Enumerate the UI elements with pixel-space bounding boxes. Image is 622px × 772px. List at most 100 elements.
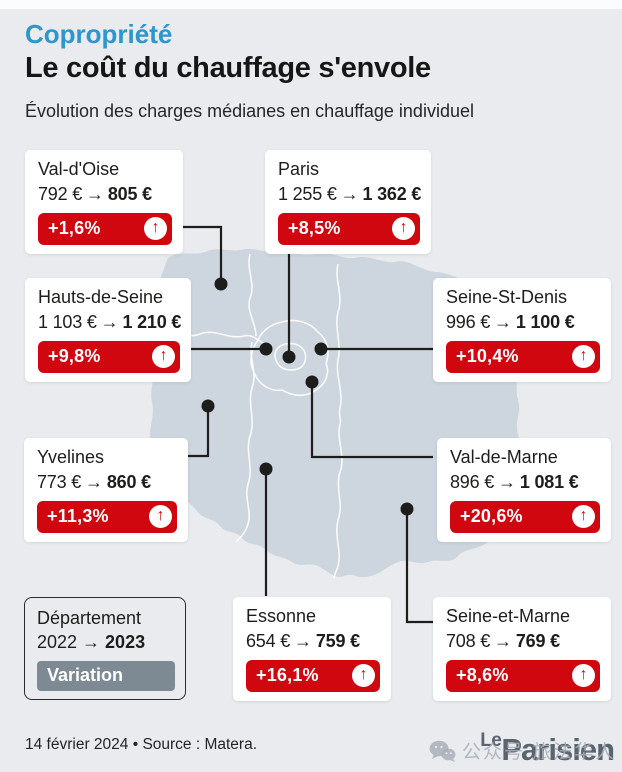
variation-badge: +10,4% ↑ (446, 340, 600, 373)
department-callout-seine-et-marne: Seine-et-Marne 708 € → 769 € +8,6% ↑ (433, 597, 611, 701)
department-name: Hauts-de-Seine (38, 287, 164, 307)
logo-parisien: Parisien (501, 732, 615, 767)
date-and-source: 14 février 2024 • Source : Matera. (25, 736, 258, 753)
map-dot-yvelines (201, 399, 215, 413)
department-callout-paris: Paris 1 255 € → 1 362 € +8,5% ↑ (265, 150, 431, 254)
variation-badge: +11,3% ↑ (37, 500, 177, 533)
logo-le: Le (480, 730, 502, 751)
arrow-right-icon: → (86, 183, 104, 204)
legend-variation-badge: Variation (37, 660, 175, 691)
department-name: Val-d'Oise (38, 159, 120, 179)
arrow-right-icon: → (294, 630, 312, 651)
top-strip (0, 0, 622, 9)
wechat-watermark: 公众号 旅法华人 (429, 737, 616, 764)
connector-val-de-marne (310, 386, 433, 459)
legend-department-label: Département (37, 608, 142, 628)
variation-value: +9,8% (48, 346, 101, 367)
department-values: 1 103 € → 1 210 € (38, 311, 182, 334)
arrow-right-icon: → (82, 631, 101, 652)
department-values: 792 € → 805 € (38, 183, 172, 206)
variation-badge: +9,8% ↑ (38, 340, 180, 373)
kicker: Copropriété (25, 19, 173, 49)
department-callout-seine-st-denis: Seine-St-Denis 996 € → 1 100 € +10,4% ↑ (433, 278, 611, 382)
department-name: Yvelines (37, 447, 105, 467)
subtitle: Évolution des charges médianes en chauff… (25, 100, 474, 121)
arrow-up-circle-icon: ↑ (149, 505, 172, 529)
arrow-right-icon: → (494, 311, 512, 332)
value-2023: 1 210 € (122, 311, 182, 332)
variation-badge: +16,1% ↑ (246, 659, 380, 692)
header: Copropriété Le coût du chauffage s'envol… (25, 20, 605, 122)
arrow-right-icon: → (85, 471, 103, 492)
value-2023: 860 € (106, 471, 151, 492)
value-2022: 708 € (446, 630, 491, 651)
connector-yvelines (188, 409, 210, 458)
map-dot-val-doise (214, 277, 228, 291)
map-dot-hauts-de-seine (259, 342, 273, 356)
department-callout-hauts-de-seine: Hauts-de-Seine 1 103 € → 1 210 € +9,8% ↑ (25, 278, 191, 382)
map-dot-seine-st-denis (314, 342, 328, 356)
department-name: Seine-et-Marne (446, 606, 571, 626)
map-dots (201, 277, 414, 516)
department-callout-yvelines: Yvelines 773 € → 860 € +11,3% ↑ (24, 438, 188, 542)
department-name: Val-de-Marne (450, 447, 558, 467)
department-name: Essonne (246, 606, 317, 626)
legend-years: 2022 → 2023 (37, 631, 177, 654)
value-2022: 773 € (37, 471, 82, 492)
value-2022: 1 103 € (38, 311, 97, 332)
connector-val-doise (183, 225, 223, 281)
map-dot-essonne (259, 462, 273, 476)
region-outline (150, 248, 520, 578)
value-2022: 1 255 € (278, 183, 337, 204)
variation-value: +1,6% (48, 218, 101, 239)
value-2023: 1 362 € (362, 183, 422, 204)
variation-badge: +20,6% ↑ (450, 500, 600, 533)
map-dot-val-de-marne (305, 375, 319, 389)
connector-seine-et-marne (405, 512, 433, 624)
department-values: 996 € → 1 100 € (446, 311, 600, 334)
value-2023: 1 100 € (515, 311, 575, 332)
value-2023: 769 € (515, 630, 560, 651)
arrow-right-icon: → (494, 630, 512, 651)
map-dot-paris (282, 350, 296, 364)
variation-value: +8,6% (456, 665, 509, 686)
legend-box: Département 2022 → 2023 Variation (24, 597, 186, 700)
wechat-icon (429, 740, 456, 762)
variation-badge: +8,5% ↑ (278, 212, 420, 245)
value-2023: 759 € (315, 630, 360, 651)
value-2023: 1 081 € (519, 471, 579, 492)
department-name: Seine-St-Denis (446, 287, 568, 307)
arrow-right-icon: → (498, 471, 516, 492)
arrow-up-circle-icon: ↑ (572, 664, 595, 688)
watermark-text: 公众号 旅法华人 (462, 742, 617, 763)
department-callout-val-doise: Val-d'Oise 792 € → 805 € +1,6% ↑ (25, 150, 183, 254)
connector-lines (183, 225, 433, 624)
variation-badge: +1,6% ↑ (38, 212, 172, 245)
arrow-up-circle-icon: ↑ (144, 217, 167, 241)
legend-year-from: 2022 (37, 631, 78, 652)
variation-value: +16,1% (256, 665, 319, 686)
arrow-up-circle-icon: ↑ (152, 345, 175, 369)
value-2022: 654 € (246, 630, 291, 651)
variation-badge: +8,6% ↑ (446, 659, 600, 692)
variation-value: +11,3% (47, 506, 109, 527)
department-values: 654 € → 759 € (246, 630, 380, 653)
map-dot-seine-et-marne (400, 502, 414, 516)
variation-value: +8,5% (288, 218, 341, 239)
department-values: 708 € → 769 € (446, 630, 600, 653)
department-values: 1 255 € → 1 362 € (278, 183, 422, 206)
arrow-up-circle-icon: ↑ (572, 345, 595, 369)
arrow-right-icon: → (100, 311, 119, 332)
value-2022: 792 € (38, 183, 83, 204)
page-title: Le coût du chauffage s'envole (25, 51, 431, 84)
variation-value: +10,4% (456, 346, 519, 367)
department-callout-essonne: Essonne 654 € → 759 € +16,1% ↑ (233, 597, 391, 701)
variation-value: +20,6% (460, 506, 523, 527)
legend-year-to: 2023 (105, 631, 146, 652)
department-values: 773 € → 860 € (37, 471, 177, 494)
value-2023: 805 € (107, 183, 152, 204)
value-2022: 996 € (446, 311, 491, 332)
le-parisien-logo: LeParisien (480, 730, 615, 768)
department-callout-val-de-marne: Val-de-Marne 896 € → 1 081 € +20,6% ↑ (437, 438, 611, 542)
